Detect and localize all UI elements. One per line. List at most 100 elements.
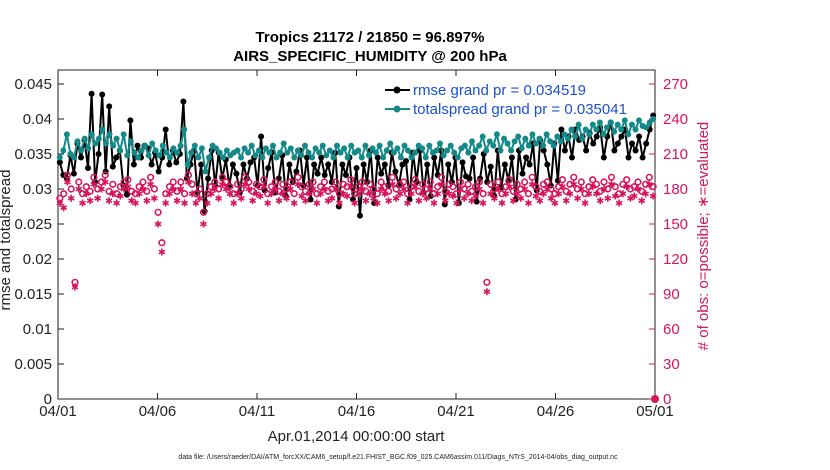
series-point [339, 161, 346, 168]
possible-obs-point [267, 183, 276, 191]
possible-obs-point [233, 180, 242, 188]
evaluated-obs-point [456, 185, 464, 193]
evaluated-obs-point [132, 199, 139, 207]
evaluated-obs-point [60, 204, 68, 212]
evaluated-obs-point [147, 180, 154, 188]
series-point [166, 161, 173, 168]
evaluated-obs-point [362, 197, 370, 205]
series-point [206, 154, 212, 161]
possible-obs-point [154, 208, 162, 216]
series-point [245, 149, 252, 156]
possible-obs-point [464, 180, 472, 188]
series-point [444, 147, 451, 154]
evaluated-obs-point [222, 185, 230, 193]
series-point [408, 154, 415, 161]
series-point [293, 168, 300, 175]
evaluated-obs-point [555, 190, 563, 198]
possible-obs-point [105, 187, 113, 195]
evaluated-obs-point [615, 199, 623, 207]
evaluated-obs-point [294, 180, 302, 188]
series-point [493, 131, 500, 138]
series-point [270, 142, 276, 149]
evaluated-obs-point [162, 199, 170, 207]
series-point [341, 145, 348, 152]
series-point [486, 138, 493, 145]
evaluated-obs-point [404, 199, 411, 207]
series-point [479, 133, 486, 140]
series-point [374, 154, 381, 161]
evaluated-obs-point [502, 190, 510, 198]
possible-obs-point [388, 173, 397, 181]
possible-obs-point [150, 185, 158, 193]
y-tick-label: 0.025 [14, 216, 52, 233]
series-point [275, 175, 282, 182]
evaluated-obs-point [358, 185, 366, 193]
series-point [600, 131, 607, 138]
series-point [490, 142, 497, 149]
series-point [318, 154, 325, 161]
y2-tick-label: 120 [663, 251, 688, 268]
evaluated-obs-point [226, 190, 234, 198]
evaluated-obs-point [543, 185, 551, 193]
series-point [291, 154, 298, 161]
evaluated-obs-point [166, 190, 173, 198]
evaluated-obs-point [377, 185, 385, 193]
possible-obs-point [471, 183, 480, 191]
series-point [99, 126, 106, 133]
series-point [625, 131, 632, 138]
series-point [302, 142, 308, 149]
evaluated-obs-point [169, 185, 177, 193]
series-point [564, 135, 571, 142]
y-tick-label: 0.015 [14, 286, 52, 303]
footnote: data file: /Users/raeder/DAI/ATM_forcXX/… [178, 454, 618, 461]
possible-obs-point [623, 176, 631, 184]
evaluated-obs-point [604, 194, 612, 202]
series-point [233, 170, 240, 177]
evaluated-obs-point [525, 199, 532, 207]
series-point [508, 147, 515, 154]
x-tick-label: 04/01 [39, 403, 77, 420]
evaluated-obs-point [460, 194, 468, 202]
evaluated-obs-point [415, 197, 423, 205]
possible-obs-point [139, 178, 147, 186]
possible-obs-point [570, 173, 578, 181]
possible-obs-point [75, 178, 83, 186]
series-point [476, 142, 483, 149]
evaluated-obs-point [309, 185, 317, 193]
series-point [628, 121, 635, 128]
series-point [558, 126, 565, 133]
series-point [103, 140, 109, 147]
evaluated-obs-point [275, 197, 283, 205]
series-point [325, 161, 332, 168]
series-point [469, 138, 475, 145]
possible-obs-point [577, 178, 585, 186]
series-point [311, 161, 318, 168]
series-point [483, 147, 490, 154]
evaluated-obs-point [313, 199, 321, 207]
series-point [536, 135, 543, 142]
evaluated-obs-point [98, 185, 105, 193]
y2-tick-label: 30 [663, 356, 680, 373]
series-point [156, 152, 163, 159]
series-point [181, 126, 188, 133]
series-point [70, 170, 77, 177]
evaluated-obs-point [184, 178, 192, 186]
evaluated-obs-point [328, 194, 336, 202]
evaluated-obs-point [268, 190, 275, 198]
possible-obs-point [543, 178, 551, 186]
series-point [294, 147, 301, 154]
y-tick-label: 0.01 [23, 321, 52, 338]
possible-obs-point [165, 183, 174, 191]
series-point [106, 103, 113, 110]
evaluated-obs-point [173, 197, 181, 205]
evaluated-obs-point [396, 190, 404, 198]
evaluated-obs-point [234, 190, 241, 198]
series-point [195, 154, 202, 161]
possible-obs-point [222, 178, 230, 186]
series-point [590, 140, 597, 147]
series-point [56, 154, 63, 161]
y-axis-left: 0 0.005 0.01 0.015 0.02 0.025 0.03 0.035 0.04 0.0… [14, 76, 64, 408]
possible-obs-point [558, 176, 567, 184]
evaluated-obs-point [116, 192, 124, 200]
evaluated-obs-point [570, 180, 578, 188]
